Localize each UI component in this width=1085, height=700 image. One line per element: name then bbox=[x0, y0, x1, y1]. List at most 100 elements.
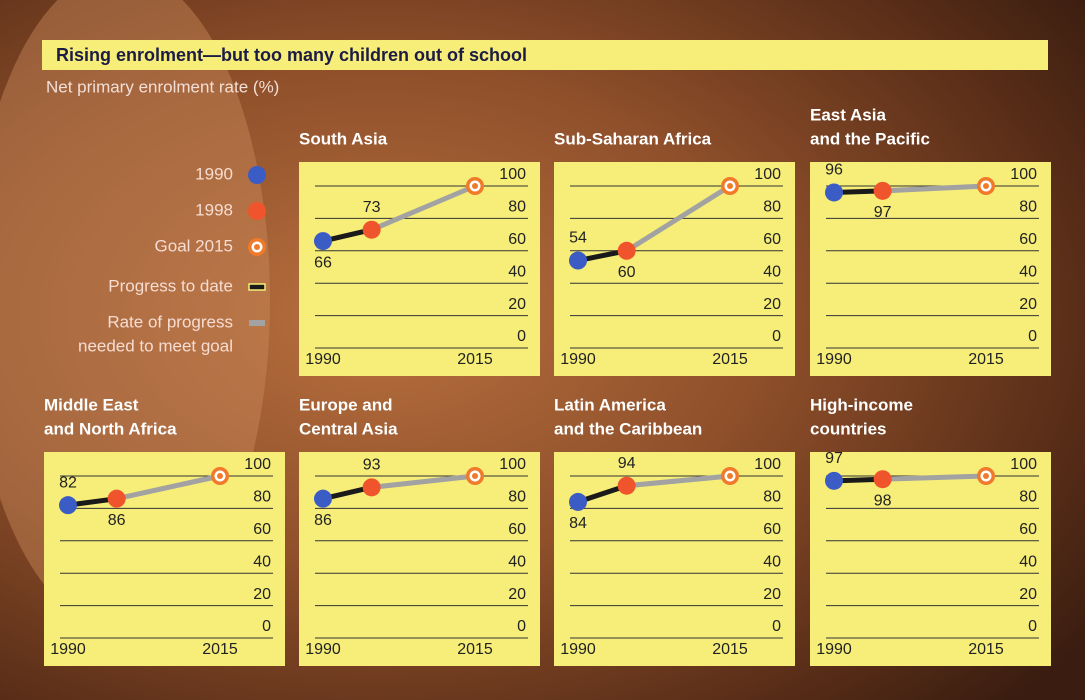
value-label: 86 bbox=[314, 512, 332, 529]
value-label: 66 bbox=[314, 254, 332, 271]
x-tick-label: 2015 bbox=[712, 351, 748, 368]
x-tick-label: 1990 bbox=[560, 641, 596, 658]
y-tick-label: 60 bbox=[1019, 231, 1037, 248]
marker-1990 bbox=[569, 492, 587, 511]
value-label: 73 bbox=[363, 199, 381, 216]
y-tick-label: 100 bbox=[1010, 456, 1037, 473]
y-tick-label: 80 bbox=[508, 199, 526, 216]
y-tick-label: 60 bbox=[253, 521, 271, 538]
panel bbox=[44, 452, 285, 666]
marker-1998 bbox=[362, 220, 381, 239]
needed-line bbox=[882, 473, 987, 482]
y-tick-label: 0 bbox=[1028, 328, 1037, 345]
needed-line bbox=[626, 473, 731, 489]
y-tick-label: 80 bbox=[253, 489, 271, 506]
panel bbox=[299, 452, 540, 666]
value-label: 60 bbox=[618, 264, 636, 281]
y-tick-label: 20 bbox=[508, 296, 526, 313]
marker-1998 bbox=[107, 489, 126, 508]
x-tick-label: 2015 bbox=[968, 351, 1004, 368]
marker-1998 bbox=[362, 478, 381, 497]
needed-line bbox=[370, 183, 476, 233]
marker-1998 bbox=[248, 202, 266, 220]
y-tick-label: 60 bbox=[763, 231, 781, 248]
panel-title: and the Caribbean bbox=[554, 419, 702, 438]
y-tick-label: 100 bbox=[499, 456, 526, 473]
value-label: 86 bbox=[108, 512, 126, 529]
legend-swatch bbox=[249, 320, 265, 326]
panel bbox=[810, 162, 1051, 376]
goal-dot bbox=[217, 473, 223, 479]
goal-dot bbox=[472, 183, 478, 189]
x-tick-label: 1990 bbox=[305, 641, 341, 658]
goal-dot bbox=[727, 183, 733, 189]
needed-line bbox=[625, 183, 732, 253]
x-tick-label: 1990 bbox=[816, 351, 852, 368]
y-tick-label: 100 bbox=[1010, 166, 1037, 183]
marker-1998 bbox=[617, 241, 636, 260]
legend-swatch bbox=[248, 283, 266, 291]
y-tick-label: 20 bbox=[253, 586, 271, 603]
y-tick-label: 80 bbox=[1019, 199, 1037, 216]
panel-title: Europe and bbox=[299, 395, 393, 414]
y-tick-label: 0 bbox=[1028, 618, 1037, 635]
y-tick-label: 40 bbox=[508, 553, 526, 570]
y-tick-label: 100 bbox=[754, 456, 781, 473]
value-label: 97 bbox=[874, 204, 892, 221]
y-tick-label: 20 bbox=[763, 296, 781, 313]
marker-1990 bbox=[314, 489, 332, 508]
y-tick-label: 60 bbox=[763, 521, 781, 538]
y-tick-label: 0 bbox=[517, 328, 526, 345]
marker-1990 bbox=[59, 496, 77, 515]
needed-line bbox=[371, 473, 476, 490]
y-tick-label: 40 bbox=[508, 263, 526, 280]
y-tick-label: 40 bbox=[253, 553, 271, 570]
y-tick-label: 40 bbox=[1019, 263, 1037, 280]
needed-line bbox=[116, 473, 221, 502]
goal-dot bbox=[727, 473, 733, 479]
y-tick-label: 40 bbox=[763, 263, 781, 280]
y-tick-label: 0 bbox=[517, 618, 526, 635]
marker-1990 bbox=[569, 251, 587, 270]
y-tick-label: 40 bbox=[1019, 553, 1037, 570]
panel-title: East Asia bbox=[810, 105, 886, 124]
panel bbox=[554, 452, 795, 666]
panel bbox=[554, 162, 795, 376]
x-tick-label: 1990 bbox=[560, 351, 596, 368]
goal-dot bbox=[983, 473, 989, 479]
marker-1998 bbox=[873, 181, 892, 200]
y-tick-label: 60 bbox=[1019, 521, 1037, 538]
x-tick-label: 2015 bbox=[202, 641, 238, 658]
y-tick-label: 100 bbox=[244, 456, 271, 473]
y-tick-label: 20 bbox=[1019, 296, 1037, 313]
panel bbox=[299, 162, 540, 376]
legend-label: Progress to date bbox=[108, 276, 233, 295]
value-label: 84 bbox=[569, 515, 587, 532]
legend-label: 1998 bbox=[195, 200, 233, 219]
panel-title: countries bbox=[810, 419, 887, 438]
panel-title: Sub-Saharan Africa bbox=[554, 129, 712, 148]
y-tick-label: 80 bbox=[1019, 489, 1037, 506]
y-tick-label: 100 bbox=[754, 166, 781, 183]
y-tick-label: 60 bbox=[508, 521, 526, 538]
x-tick-label: 2015 bbox=[712, 641, 748, 658]
panel-title: and North Africa bbox=[44, 419, 177, 438]
legend-label: Rate of progress bbox=[107, 312, 233, 331]
title-bar bbox=[42, 40, 1048, 70]
y-tick-label: 0 bbox=[262, 618, 271, 635]
x-tick-label: 1990 bbox=[50, 641, 86, 658]
goal-dot bbox=[254, 244, 260, 250]
value-label: 94 bbox=[618, 455, 636, 472]
y-tick-label: 80 bbox=[763, 199, 781, 216]
y-tick-label: 60 bbox=[508, 231, 526, 248]
legend-label: needed to meet goal bbox=[78, 336, 233, 355]
value-label: 82 bbox=[59, 474, 77, 491]
y-tick-label: 20 bbox=[508, 586, 526, 603]
legend-label: 1990 bbox=[195, 164, 233, 183]
marker-1998 bbox=[617, 476, 636, 495]
x-tick-label: 1990 bbox=[305, 351, 341, 368]
y-tick-label: 80 bbox=[508, 489, 526, 506]
x-tick-label: 2015 bbox=[968, 641, 1004, 658]
